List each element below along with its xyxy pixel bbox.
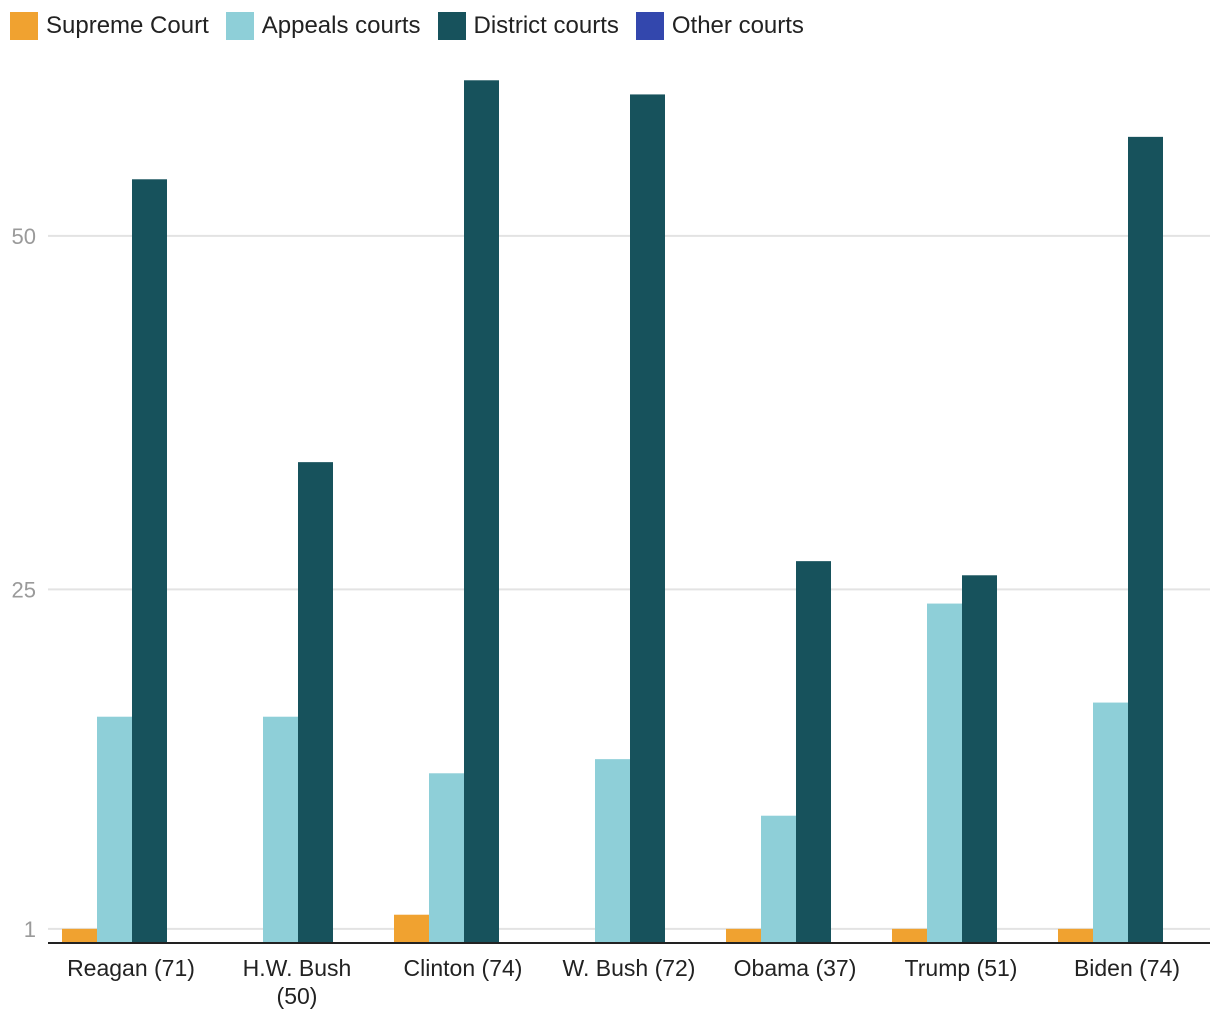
- legend-item-district-courts[interactable]: District courts: [437, 12, 619, 40]
- y-tick-label: 1: [24, 917, 36, 942]
- x-tick-label: W. Bush (72): [563, 955, 696, 981]
- legend-label: Appeals courts: [261, 12, 421, 39]
- bar: [726, 928, 761, 943]
- bar: [892, 928, 927, 943]
- legend-item-supreme-court[interactable]: Supreme Court: [10, 12, 209, 40]
- x-tick-label: Clinton (74): [404, 955, 523, 981]
- legend-swatch-appeals-courts: [225, 12, 254, 40]
- bar: [761, 815, 796, 943]
- bar: [927, 603, 962, 943]
- x-tick-label: Obama (37): [734, 955, 857, 981]
- legend-label: District courts: [473, 12, 619, 39]
- bar: [394, 914, 429, 943]
- legend-swatch-supreme-court: [10, 12, 38, 40]
- bar: [1128, 136, 1163, 943]
- legend-swatch-district-courts: [437, 12, 466, 40]
- bar: [132, 179, 167, 944]
- bar: [595, 759, 630, 943]
- y-tick-label: 50: [12, 224, 36, 249]
- bar: [298, 462, 333, 943]
- legend-item-other-courts[interactable]: Other courts: [635, 12, 804, 40]
- bar: [263, 716, 298, 943]
- bar: [464, 80, 499, 944]
- bar: [962, 575, 997, 943]
- legend-label: Other courts: [671, 12, 804, 39]
- legend-swatch-other-courts: [635, 12, 664, 40]
- bar: [630, 94, 665, 943]
- x-tick-label: Reagan (71): [67, 955, 195, 981]
- x-tick-label: H.W. Bush: [243, 955, 352, 981]
- bar: [1093, 702, 1128, 943]
- bar: [1058, 928, 1093, 943]
- bar: [429, 773, 464, 943]
- bar: [62, 928, 97, 943]
- bar: [796, 561, 831, 943]
- x-tick-label: Biden (74): [1074, 955, 1180, 981]
- legend-item-appeals-courts[interactable]: Appeals courts: [225, 12, 421, 40]
- legend: Supreme Court Appeals courts District co…: [10, 10, 821, 42]
- bar: [97, 716, 132, 943]
- x-tick-label: (50): [277, 983, 318, 1009]
- legend-label: Supreme Court: [46, 12, 209, 39]
- x-tick-label: Trump (51): [905, 955, 1018, 981]
- y-tick-label: 25: [12, 577, 36, 602]
